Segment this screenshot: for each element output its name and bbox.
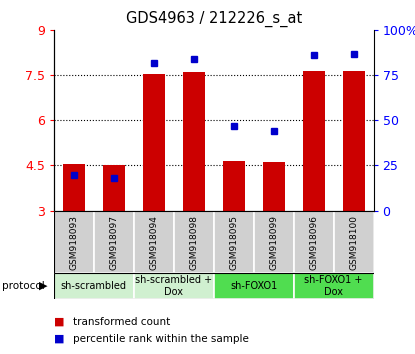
Bar [342,71,364,211]
Text: GSM918095: GSM918095 [229,215,238,270]
Text: percentile rank within the sample: percentile rank within the sample [73,334,249,344]
Bar [214,273,294,299]
Bar [254,211,294,273]
Bar [63,164,85,211]
Text: GSM918096: GSM918096 [309,215,318,270]
Bar [334,211,374,273]
Title: GDS4963 / 212226_s_at: GDS4963 / 212226_s_at [126,11,302,27]
Text: GSM918099: GSM918099 [269,215,278,270]
Bar [54,273,134,299]
Text: transformed count: transformed count [73,317,170,327]
Bar [183,72,205,211]
Bar [223,161,245,211]
Bar [294,211,334,273]
Text: sh-FOXO1 +
Dox: sh-FOXO1 + Dox [304,275,363,297]
Text: GSM918093: GSM918093 [69,215,78,270]
Bar [94,211,134,273]
Bar [263,162,285,211]
Text: GSM918097: GSM918097 [110,215,118,270]
Bar [143,74,165,211]
Bar [174,211,214,273]
Text: ■: ■ [54,317,64,327]
Bar [54,211,94,273]
Bar [134,273,214,299]
Text: sh-scrambled: sh-scrambled [61,281,127,291]
Text: GSM918094: GSM918094 [149,215,158,270]
Bar [294,273,374,299]
Text: GSM918100: GSM918100 [349,215,358,270]
Text: ▶: ▶ [39,281,47,291]
Bar [303,71,325,211]
Text: sh-FOXO1: sh-FOXO1 [230,281,277,291]
Text: protocol: protocol [2,281,45,291]
Bar [103,166,125,211]
Bar [134,211,174,273]
Text: sh-scrambled +
Dox: sh-scrambled + Dox [135,275,212,297]
Bar [214,211,254,273]
Text: ■: ■ [54,334,64,344]
Text: GSM918098: GSM918098 [189,215,198,270]
